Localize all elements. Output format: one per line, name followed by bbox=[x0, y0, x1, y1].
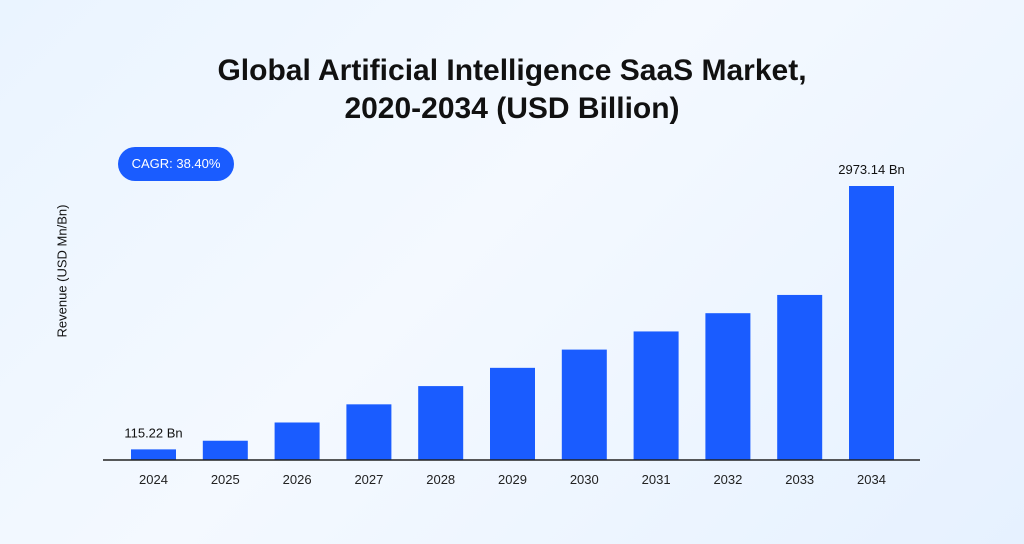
x-tick-2032: 2032 bbox=[713, 472, 742, 487]
data-label-2034: 2973.14 Bn bbox=[838, 162, 905, 177]
bar-2029 bbox=[490, 367, 535, 460]
x-tick-2027: 2027 bbox=[354, 472, 383, 487]
x-tick-2034: 2034 bbox=[857, 472, 886, 487]
bar-2030 bbox=[561, 349, 607, 460]
x-tick-2024: 2024 bbox=[139, 472, 168, 487]
x-tick-2025: 2025 bbox=[211, 472, 240, 487]
x-tick-2033: 2033 bbox=[785, 472, 814, 487]
chart-title-line-2: 2020-2034 (USD Billion) bbox=[344, 92, 680, 125]
bar-2031 bbox=[633, 331, 679, 460]
bar-2028 bbox=[418, 386, 464, 460]
bar-2024 bbox=[131, 449, 176, 460]
x-tick-labels: 2024 2025 2026 2027 2028 2029 2030 2031 2032 2033… bbox=[139, 472, 886, 487]
bar-2026 bbox=[274, 422, 320, 460]
cagr-badge: CAGR: 38.40% bbox=[118, 147, 234, 181]
data-label-2024: 115.22 Bn bbox=[124, 425, 182, 440]
bar-2027 bbox=[346, 404, 392, 460]
bar-2034 bbox=[849, 186, 894, 460]
chart-title-line-1: Global Artificial Intelligence SaaS Mark… bbox=[217, 54, 807, 87]
x-tick-2026: 2026 bbox=[283, 472, 312, 487]
x-tick-2030: 2030 bbox=[570, 472, 599, 487]
x-tick-2028: 2028 bbox=[426, 472, 455, 487]
bar-2032 bbox=[705, 313, 751, 460]
data-labels: 115.22 Bn 2973.14 Bn bbox=[124, 162, 904, 440]
x-tick-2031: 2031 bbox=[642, 472, 671, 487]
bar-2033 bbox=[777, 294, 823, 460]
bars-group bbox=[131, 186, 894, 460]
x-tick-2029: 2029 bbox=[498, 472, 527, 487]
bar-2025 bbox=[202, 440, 248, 460]
